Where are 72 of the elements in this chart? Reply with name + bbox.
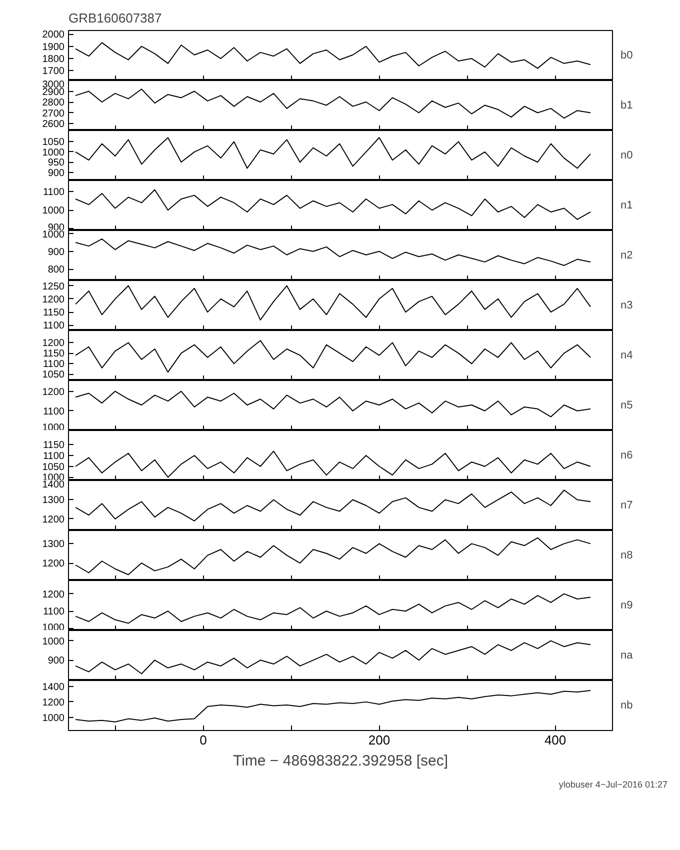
y-tick-label: 1000 (42, 206, 65, 217)
y-tick-label: 950 (48, 158, 65, 169)
y-tick-label: 800 (48, 264, 65, 276)
line-series (75, 537, 591, 576)
x-tick-label: 200 (368, 732, 390, 748)
text: na (620, 650, 634, 662)
text: n0 (620, 150, 633, 162)
line-series (75, 88, 591, 119)
y-tick-label: 1100 (42, 406, 65, 418)
y-tick-label: 2900 (42, 86, 65, 98)
line-series (75, 137, 591, 169)
y-tick-label: 1100 (42, 320, 65, 332)
line-series (75, 42, 591, 69)
y-tick-label: 1300 (42, 495, 65, 506)
y-tick-label: 1200 (42, 697, 65, 708)
line-series (75, 593, 591, 624)
line-series (75, 189, 591, 220)
y-tick-label: 1000 (42, 147, 65, 158)
y-tick-label: 1100 (42, 451, 65, 462)
y-tick-label: 1050 (42, 370, 65, 381)
y-tick-label: 1100 (42, 187, 65, 198)
y-tick-label: 1200 (42, 338, 65, 350)
y-tick-label: 1700 (42, 66, 65, 78)
text: n6 (620, 450, 633, 462)
y-tick-label: 1300 (42, 539, 65, 550)
text: ylobuser 4−Jul−2016 01:27 (558, 780, 668, 790)
y-tick-label: 1100 (42, 359, 65, 370)
y-tick-label: 2000 (42, 30, 65, 41)
text: n1 (620, 200, 633, 212)
y-tick-label: 1900 (42, 42, 65, 53)
y-tick-label: 1250 (42, 281, 65, 292)
text: n3 (620, 300, 633, 312)
text: n2 (620, 250, 633, 262)
y-tick-label: 1200 (42, 589, 65, 600)
y-tick-label: 1150 (42, 348, 65, 360)
y-tick-label: 1000 (42, 636, 65, 648)
y-tick-label: 1050 (42, 462, 65, 473)
y-tick-label: 1100 (42, 606, 65, 618)
y-tick-label: 1200 (42, 294, 65, 306)
text: nb (620, 700, 633, 712)
y-tick-label: 1150 (42, 440, 65, 452)
y-tick-label: 1200 (42, 386, 65, 398)
y-tick-label: 1000 (42, 712, 65, 724)
text: n7 (620, 500, 633, 512)
line-series (75, 340, 591, 373)
y-tick-label: 1800 (42, 54, 65, 66)
x-axis-title: Time − 486983822.392958 [sec] (232, 752, 448, 770)
text: n9 (620, 600, 633, 612)
line-series (75, 640, 591, 674)
y-tick-label: 2800 (42, 98, 65, 109)
y-tick-label: 900 (48, 246, 65, 258)
y-tick-label: 900 (48, 656, 65, 667)
y-tick-label: 900 (48, 168, 65, 179)
y-tick-label: 2700 (42, 108, 65, 120)
y-tick-label: 1200 (42, 514, 65, 526)
y-tick-label: 1050 (42, 137, 65, 148)
text: n8 (620, 550, 633, 562)
x-tick-label: 0 (200, 732, 207, 748)
line-series (75, 690, 591, 722)
line-series (75, 238, 591, 266)
line-series (75, 390, 591, 418)
x-tick-label: 400 (544, 732, 566, 748)
chart-title: GRB160607387 (68, 10, 162, 26)
y-tick-label: 1150 (42, 308, 65, 319)
y-tick-label: 1200 (42, 558, 65, 570)
text: b0 (620, 50, 633, 62)
text: n4 (620, 350, 633, 362)
y-tick-label: 1400 (42, 682, 65, 694)
text: n5 (620, 400, 633, 412)
text: b1 (620, 100, 633, 112)
line-series (75, 285, 591, 320)
y-tick-label: 2600 (42, 119, 65, 130)
